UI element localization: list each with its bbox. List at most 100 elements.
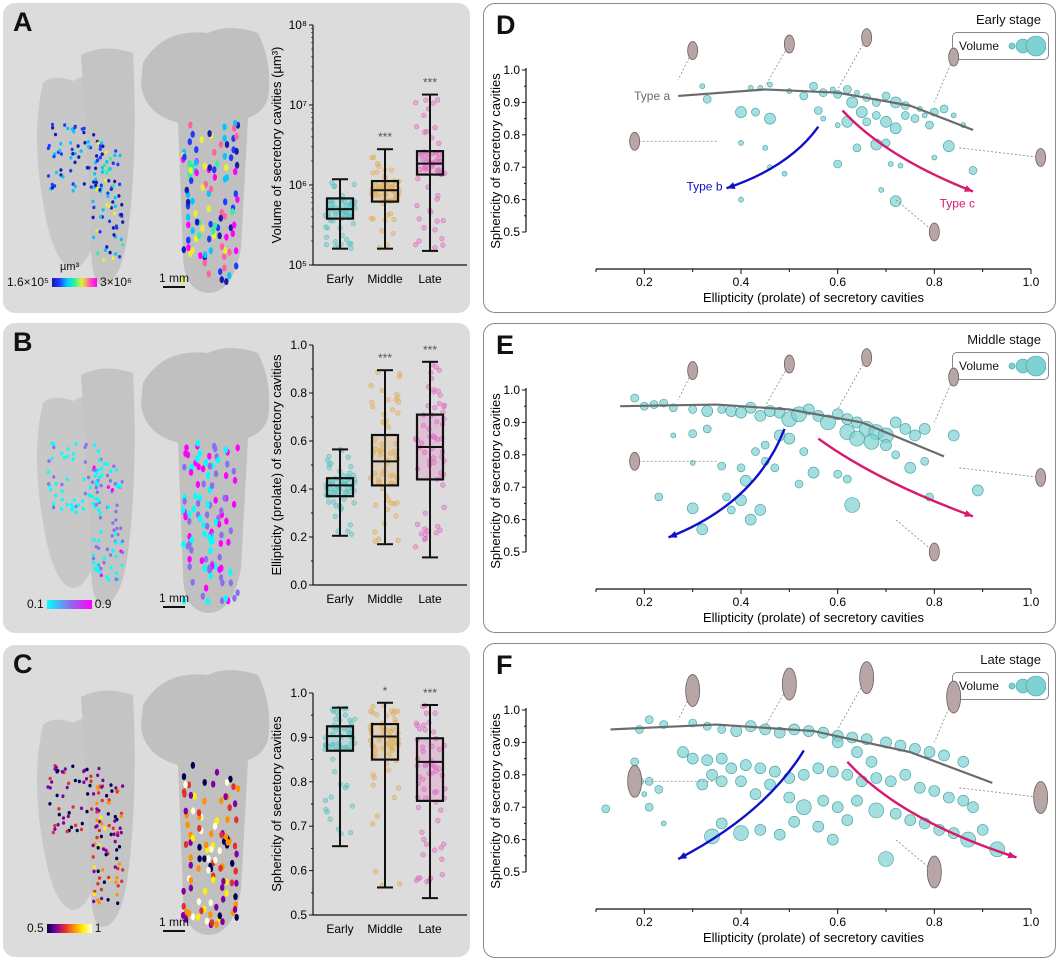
cavity-glyph: [95, 568, 99, 572]
leader-line: [764, 43, 790, 87]
data-point: [891, 450, 901, 460]
data-point: [701, 405, 713, 417]
data-point: [904, 814, 917, 826]
cavity-glyph: [191, 505, 196, 513]
cavity-glyph: [109, 565, 113, 570]
cavity-glyph: [199, 557, 205, 565]
cavity-glyph: [111, 548, 115, 553]
y-tick-label: 0.9: [503, 735, 520, 749]
cavity-glyph: [82, 182, 86, 186]
data-point: [432, 847, 438, 853]
data-point: [375, 183, 381, 189]
leader-line: [958, 147, 1041, 158]
cavity-glyph: [65, 785, 69, 790]
data-point: [327, 816, 333, 822]
cavity-glyph: [190, 834, 195, 842]
cavity-glyph: [206, 205, 212, 213]
data-point: [436, 140, 442, 146]
y-tick-label: 0.5: [503, 545, 520, 559]
data-point: [441, 841, 447, 847]
data-point: [388, 450, 394, 456]
cavity-glyph: [227, 804, 232, 812]
cavity-glyph: [95, 482, 100, 487]
cavity-glyph: [218, 214, 223, 222]
cavity-glyph: [116, 866, 120, 871]
x-tick-label: 0.6: [829, 915, 846, 929]
cavity-glyph: [220, 918, 225, 926]
data-point: [754, 762, 767, 775]
data-point: [332, 211, 339, 217]
cavity-glyph: [192, 792, 197, 800]
cavity-glyph: [116, 901, 120, 905]
y-tick-label: 1.0: [503, 383, 520, 397]
data-point: [862, 117, 872, 127]
cavity-glyph: [114, 518, 118, 522]
cavity-glyph: [121, 243, 125, 247]
cavity-glyph: [105, 547, 109, 551]
cavity-glyph: [114, 540, 118, 545]
cavity-glyph: [90, 807, 94, 811]
cavity-glyph: [197, 843, 202, 851]
data-point: [715, 775, 728, 788]
data-point: [421, 423, 427, 429]
cavity-glyph: [50, 122, 55, 127]
cavity-glyph: [95, 801, 99, 806]
cavity-glyph: [181, 597, 187, 605]
cavity-glyph: [188, 250, 193, 258]
cavity-glyph: [186, 213, 191, 221]
data-point: [725, 405, 738, 417]
cavity-glyph: [85, 165, 89, 170]
cavity-glyph: [232, 906, 238, 913]
cavity-glyph: [203, 887, 208, 895]
cavity-glyph: [48, 776, 52, 781]
data-point: [817, 794, 830, 807]
cavity-glyph: [197, 824, 202, 832]
label-type-b: Type b: [686, 179, 722, 193]
data-point: [370, 782, 376, 788]
cavity-glyph: [98, 143, 103, 148]
cavity-glyph: [113, 865, 117, 869]
data-point: [878, 851, 894, 867]
cavity-glyph: [100, 798, 104, 803]
cavity-glyph: [195, 913, 201, 921]
cavity-glyph: [182, 153, 187, 161]
data-point: [660, 820, 667, 827]
data-point: [422, 763, 429, 769]
cavity-glyph: [206, 866, 211, 874]
cavity-glyph: [208, 220, 213, 228]
cavity-glyph: [190, 197, 195, 205]
cavity-glyph: [53, 132, 58, 137]
significance-label: ***: [423, 76, 437, 90]
cavity-glyph: [46, 470, 51, 474]
cavity-shape-render: [783, 354, 795, 374]
cavity-glyph: [100, 170, 104, 174]
data-point: [733, 825, 749, 841]
data-point: [325, 457, 331, 463]
cavity-glyph: [117, 862, 121, 866]
cavity-glyph: [210, 227, 216, 235]
cavity-glyph: [105, 473, 110, 478]
cavity-glyph: [235, 589, 240, 597]
data-point: [420, 852, 426, 858]
cavity-glyph: [108, 219, 112, 224]
data-point: [889, 416, 902, 429]
data-point: [323, 234, 330, 240]
cavity-glyph: [186, 244, 191, 252]
cavity-glyph: [214, 817, 220, 825]
cavity-glyph: [70, 147, 74, 152]
cavity-glyph: [112, 528, 116, 532]
cavity-glyph: [103, 248, 108, 253]
data-point: [345, 528, 351, 534]
data-point: [644, 715, 654, 724]
cavity-glyph: [94, 544, 98, 549]
cavity-glyph: [190, 761, 196, 769]
cavity-glyph: [194, 218, 200, 226]
cavity-glyph: [211, 780, 216, 788]
cavity-glyph: [224, 164, 229, 172]
cavity-glyph: [96, 898, 100, 902]
cavity-glyph: [106, 485, 110, 489]
label-type-a: Type a: [634, 89, 670, 103]
cavity-glyph: [96, 773, 100, 778]
data-point: [976, 824, 989, 836]
significance-label: ***: [378, 351, 392, 365]
